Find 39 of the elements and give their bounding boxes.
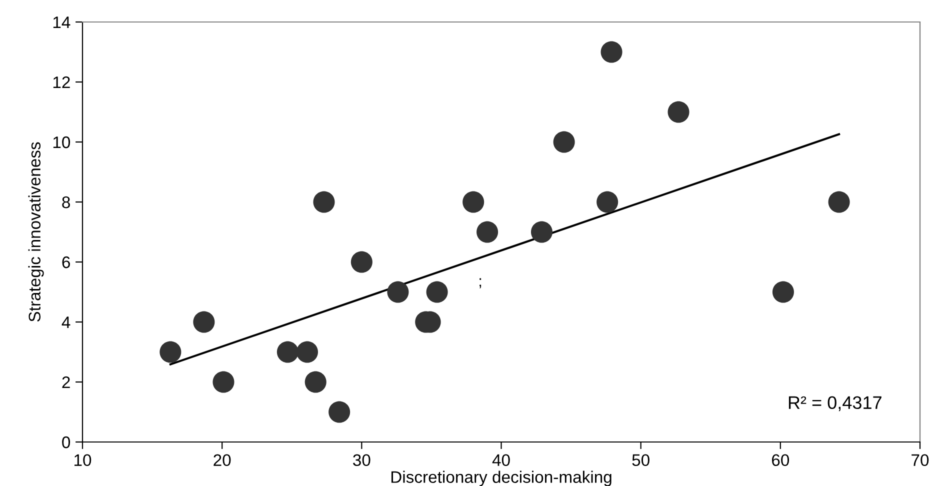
x-tick-label: 60 [772, 454, 790, 466]
y-tick-label: 4 [62, 316, 70, 328]
y-tick-label: 8 [62, 196, 70, 208]
annotation: ; [480, 278, 482, 288]
point [462, 191, 484, 213]
y-tick-label: 12 [53, 76, 70, 88]
x-tick-label: 10 [74, 454, 92, 466]
y-tick-label: 0 [62, 436, 70, 448]
point [668, 101, 690, 123]
y-tick-label: 6 [62, 256, 70, 268]
point [328, 401, 350, 423]
point [426, 281, 448, 303]
point [387, 281, 409, 303]
point [596, 191, 618, 213]
point [828, 191, 850, 213]
y-axis-title: Strategic innovativeness [28, 142, 44, 322]
y-tick-label: 2 [62, 376, 70, 388]
point [600, 41, 622, 63]
point [553, 131, 575, 153]
x-tick-label: 70 [912, 454, 929, 466]
annotation: R² = 0,4317 [788, 396, 882, 412]
x-tick-label: 50 [632, 454, 650, 466]
point [193, 311, 215, 333]
x-tick-label: 20 [214, 454, 231, 466]
point [350, 251, 372, 273]
point [296, 341, 318, 363]
point [476, 221, 498, 243]
y-tick-label: 14 [53, 16, 70, 28]
point [160, 341, 182, 363]
x-tick-label: 30 [353, 454, 370, 466]
point [212, 371, 234, 393]
point [276, 341, 298, 363]
point [772, 281, 794, 303]
point [304, 371, 326, 393]
x-axis-title: Discretionary decision-making [391, 470, 612, 486]
x-tick-label: 40 [492, 454, 510, 466]
point [530, 221, 552, 243]
y-tick-label: 10 [53, 136, 70, 148]
point [313, 191, 335, 213]
